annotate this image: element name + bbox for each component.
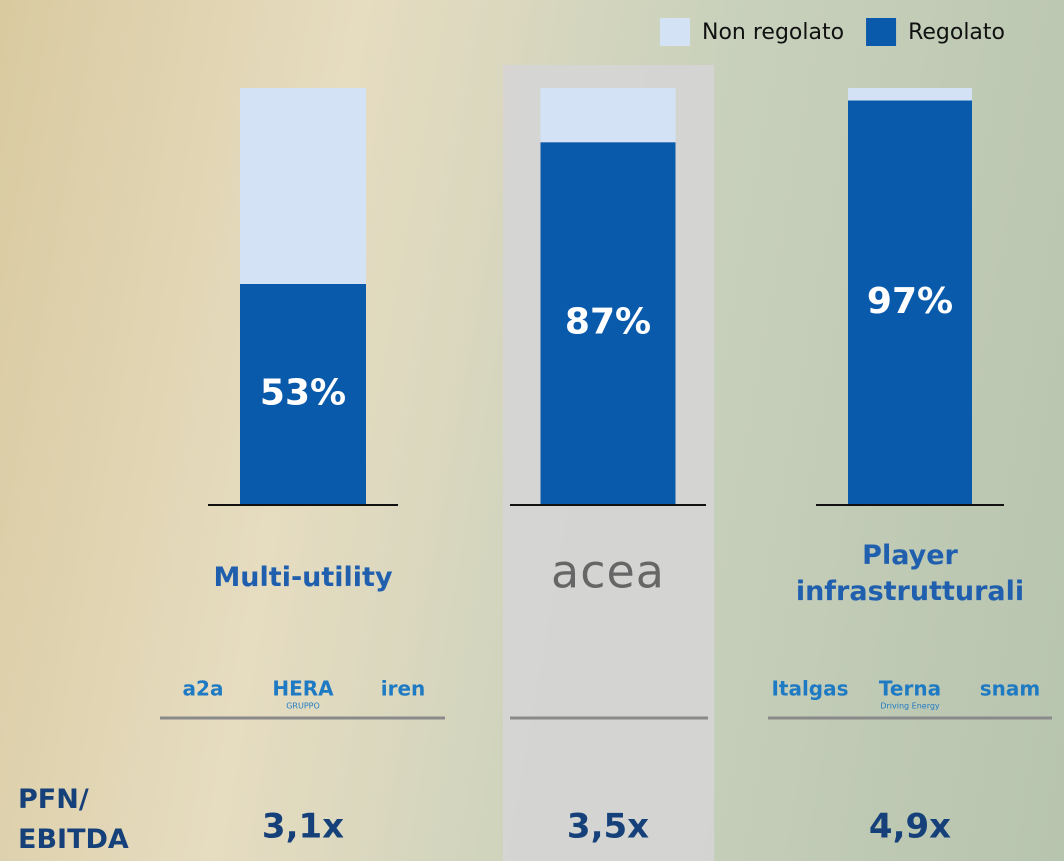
value-label: 53% — [260, 372, 346, 413]
partner-logo-sub: GRUPPO — [286, 702, 320, 711]
bar-segment — [540, 88, 676, 143]
partner-logo: Italgas — [771, 677, 848, 701]
company-logo: acea — [551, 545, 665, 599]
legend-label: Non regolato — [702, 20, 844, 45]
bar-segment — [540, 142, 676, 505]
bar-segment — [848, 88, 972, 101]
metric-value: 3,5x — [567, 807, 649, 847]
bar-segment — [848, 100, 972, 505]
bar-segment — [240, 88, 366, 284]
metric-value: 4,9x — [869, 807, 951, 847]
metric-label: PFN/ EBITDA — [18, 784, 129, 855]
partner-logo-sub: Driving Energy — [880, 702, 940, 711]
legend-label: Regolato — [908, 20, 1005, 45]
legend-swatch — [660, 18, 690, 46]
value-label: 87% — [565, 302, 651, 343]
partner-logo: snam — [980, 677, 1040, 701]
partner-logo: iren — [381, 677, 426, 701]
partner-logo: HERA — [272, 677, 334, 701]
value-label: 97% — [867, 281, 953, 322]
bar-segment — [240, 283, 366, 505]
partner-logo: a2a — [183, 677, 224, 701]
metric-value: 3,1x — [262, 807, 344, 847]
category-label: Player infrastrutturali — [795, 540, 1025, 607]
category-label: Multi-utility — [213, 562, 393, 593]
legend-swatch — [866, 18, 897, 46]
partner-logo: Terna — [879, 677, 941, 701]
